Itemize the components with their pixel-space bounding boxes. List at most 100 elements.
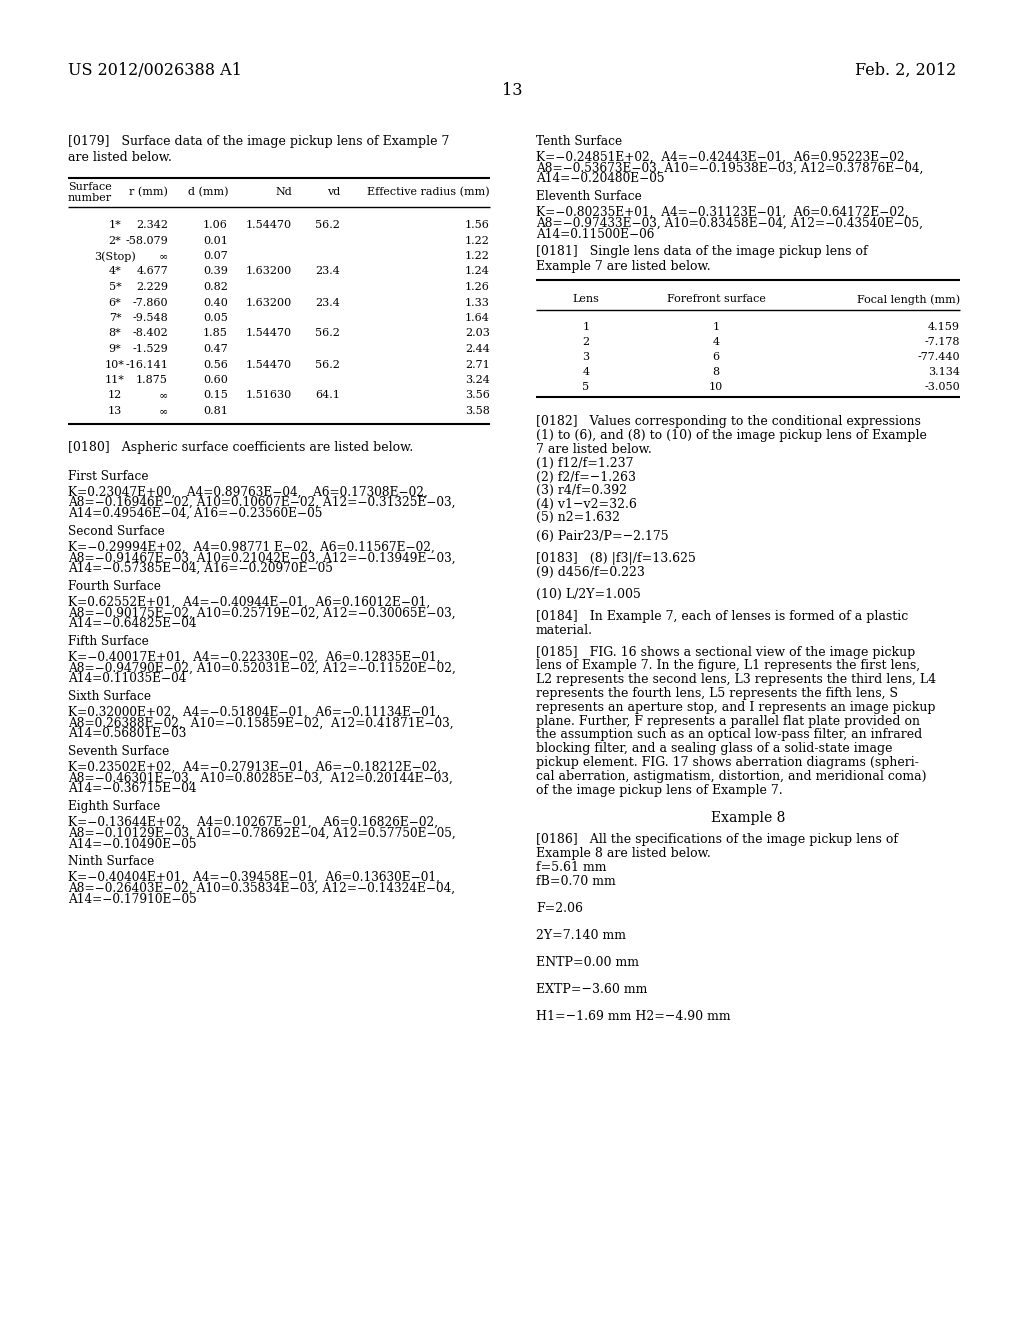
Text: 3.58: 3.58	[465, 407, 490, 416]
Text: (6) Pair23/P=−2.175: (6) Pair23/P=−2.175	[536, 529, 669, 543]
Text: 1.85: 1.85	[203, 329, 228, 338]
Text: (1) f12/f=1.237: (1) f12/f=1.237	[536, 457, 634, 470]
Text: material.: material.	[536, 623, 593, 636]
Text: f=5.61 mm: f=5.61 mm	[536, 862, 606, 874]
Text: K=0.62552E+01,  A4=−0.40944E−01,  A6=0.16012E−01,: K=0.62552E+01, A4=−0.40944E−01, A6=0.160…	[68, 595, 430, 609]
Text: -8.402: -8.402	[132, 329, 168, 338]
Text: 13: 13	[108, 407, 122, 416]
Text: Example 7 are listed below.: Example 7 are listed below.	[536, 260, 711, 273]
Text: Effective radius (mm): Effective radius (mm)	[368, 187, 490, 197]
Text: F=2.06: F=2.06	[536, 902, 583, 915]
Text: 0.15: 0.15	[203, 391, 228, 400]
Text: A14=0.49546E−04, A16=−0.23560E−05: A14=0.49546E−04, A16=−0.23560E−05	[68, 507, 323, 520]
Text: 23.4: 23.4	[315, 267, 340, 276]
Text: -77.440: -77.440	[918, 352, 961, 362]
Text: Focal length (mm): Focal length (mm)	[857, 294, 961, 305]
Text: r (mm): r (mm)	[129, 187, 168, 197]
Text: [0183]   (8) |f3|/f=13.625: [0183] (8) |f3|/f=13.625	[536, 552, 696, 565]
Text: EXTP=−3.60 mm: EXTP=−3.60 mm	[536, 983, 647, 997]
Text: are listed below.: are listed below.	[68, 150, 172, 164]
Text: [0180]   Aspheric surface coefficients are listed below.: [0180] Aspheric surface coefficients are…	[68, 441, 414, 454]
Text: 4*: 4*	[109, 267, 122, 276]
Text: A14=−0.10490E−05: A14=−0.10490E−05	[68, 837, 197, 850]
Text: Fifth Surface: Fifth Surface	[68, 635, 148, 648]
Text: Fourth Surface: Fourth Surface	[68, 579, 161, 593]
Text: US 2012/0026388 A1: US 2012/0026388 A1	[68, 62, 242, 79]
Text: A8=−0.26403E−02, A10=0.35834E−03, A12=−0.14324E−04,: A8=−0.26403E−02, A10=0.35834E−03, A12=−0…	[68, 882, 455, 895]
Text: 0.56: 0.56	[203, 359, 228, 370]
Text: (3) r4/f=0.392: (3) r4/f=0.392	[536, 484, 627, 498]
Text: 1.54470: 1.54470	[246, 359, 292, 370]
Text: -9.548: -9.548	[132, 313, 168, 323]
Text: 6: 6	[713, 352, 720, 362]
Text: represents an aperture stop, and I represents an image pickup: represents an aperture stop, and I repre…	[536, 701, 936, 714]
Text: 0.60: 0.60	[203, 375, 228, 385]
Text: the assumption such as an optical low-pass filter, an infrared: the assumption such as an optical low-pa…	[536, 729, 923, 742]
Text: 0.01: 0.01	[203, 235, 228, 246]
Text: Forefront surface: Forefront surface	[667, 294, 765, 304]
Text: Example 8: Example 8	[711, 812, 785, 825]
Text: A14=−0.57385E−04, A16=−0.20970E−05: A14=−0.57385E−04, A16=−0.20970E−05	[68, 562, 333, 576]
Text: 1*: 1*	[109, 220, 122, 230]
Text: K=−0.13644E+02,   A4=0.10267E−01,   A6=0.16826E−02,: K=−0.13644E+02, A4=0.10267E−01, A6=0.168…	[68, 816, 438, 829]
Text: (4) v1−v2=32.6: (4) v1−v2=32.6	[536, 498, 637, 511]
Text: 1.51630: 1.51630	[246, 391, 292, 400]
Text: A8=−0.10129E−03, A10=−0.78692E−04, A12=0.57750E−05,: A8=−0.10129E−03, A10=−0.78692E−04, A12=0…	[68, 826, 456, 840]
Text: 1.63200: 1.63200	[246, 267, 292, 276]
Text: 2.71: 2.71	[465, 359, 490, 370]
Text: [0181]   Single lens data of the image pickup lens of: [0181] Single lens data of the image pic…	[536, 246, 867, 259]
Text: 1.26: 1.26	[465, 282, 490, 292]
Text: K=0.23047E+00,   A4=0.89763E−04,   A6=0.17308E−02,: K=0.23047E+00, A4=0.89763E−04, A6=0.1730…	[68, 486, 428, 499]
Text: 1.06: 1.06	[203, 220, 228, 230]
Text: ∞: ∞	[159, 251, 168, 261]
Text: Eighth Surface: Eighth Surface	[68, 800, 160, 813]
Text: Surface: Surface	[68, 182, 112, 191]
Text: 2.03: 2.03	[465, 329, 490, 338]
Text: plane. Further, F represents a parallel flat plate provided on: plane. Further, F represents a parallel …	[536, 714, 920, 727]
Text: d (mm): d (mm)	[187, 187, 228, 197]
Text: ∞: ∞	[159, 407, 168, 416]
Text: 0.81: 0.81	[203, 407, 228, 416]
Text: number: number	[68, 193, 112, 203]
Text: 11*: 11*	[105, 375, 125, 385]
Text: 0.39: 0.39	[203, 267, 228, 276]
Text: ∞: ∞	[159, 391, 168, 400]
Text: 1.22: 1.22	[465, 235, 490, 246]
Text: 13: 13	[502, 82, 522, 99]
Text: Nd: Nd	[275, 187, 292, 197]
Text: -3.050: -3.050	[925, 383, 961, 392]
Text: A8=−0.46301E−03,  A10=0.80285E−03,  A12=0.20144E−03,: A8=−0.46301E−03, A10=0.80285E−03, A12=0.…	[68, 772, 453, 784]
Text: 2: 2	[583, 337, 590, 347]
Text: 3(Stop): 3(Stop)	[94, 251, 136, 261]
Text: represents the fourth lens, L5 represents the fifth lens, S: represents the fourth lens, L5 represent…	[536, 688, 898, 700]
Text: 12: 12	[108, 391, 122, 400]
Text: 4: 4	[583, 367, 590, 378]
Text: 56.2: 56.2	[315, 359, 340, 370]
Text: 2.44: 2.44	[465, 345, 490, 354]
Text: 6*: 6*	[109, 297, 122, 308]
Text: 3.56: 3.56	[465, 391, 490, 400]
Text: A14=−0.17910E−05: A14=−0.17910E−05	[68, 892, 197, 906]
Text: 1.56: 1.56	[465, 220, 490, 230]
Text: 1.33: 1.33	[465, 297, 490, 308]
Text: K=−0.40017E+01,  A4=−0.22330E−02,  A6=0.12835E−01,: K=−0.40017E+01, A4=−0.22330E−02, A6=0.12…	[68, 651, 440, 664]
Text: K=−0.24851E+02,  A4=−0.42443E−01,  A6=0.95223E−02,: K=−0.24851E+02, A4=−0.42443E−01, A6=0.95…	[536, 150, 908, 164]
Text: lens of Example 7. In the figure, L1 represents the first lens,: lens of Example 7. In the figure, L1 rep…	[536, 660, 921, 672]
Text: 1.54470: 1.54470	[246, 220, 292, 230]
Text: 1.22: 1.22	[465, 251, 490, 261]
Text: 56.2: 56.2	[315, 220, 340, 230]
Text: cal aberration, astigmatism, distortion, and meridional coma): cal aberration, astigmatism, distortion,…	[536, 770, 927, 783]
Text: -16.141: -16.141	[125, 359, 168, 370]
Text: H1=−1.69 mm H2=−4.90 mm: H1=−1.69 mm H2=−4.90 mm	[536, 1010, 731, 1023]
Text: 4.677: 4.677	[136, 267, 168, 276]
Text: (5) n2=1.632: (5) n2=1.632	[536, 511, 620, 524]
Text: -7.860: -7.860	[132, 297, 168, 308]
Text: 1.875: 1.875	[136, 375, 168, 385]
Text: fB=0.70 mm: fB=0.70 mm	[536, 875, 615, 888]
Text: 3.134: 3.134	[928, 367, 961, 378]
Text: 7*: 7*	[109, 313, 121, 323]
Text: vd: vd	[327, 187, 340, 197]
Text: 9*: 9*	[109, 345, 122, 354]
Text: L2 represents the second lens, L3 represents the third lens, L4: L2 represents the second lens, L3 repres…	[536, 673, 936, 686]
Text: K=−0.40404E+01,  A4=−0.39458E−01,  A6=0.13630E−01,: K=−0.40404E+01, A4=−0.39458E−01, A6=0.13…	[68, 871, 440, 884]
